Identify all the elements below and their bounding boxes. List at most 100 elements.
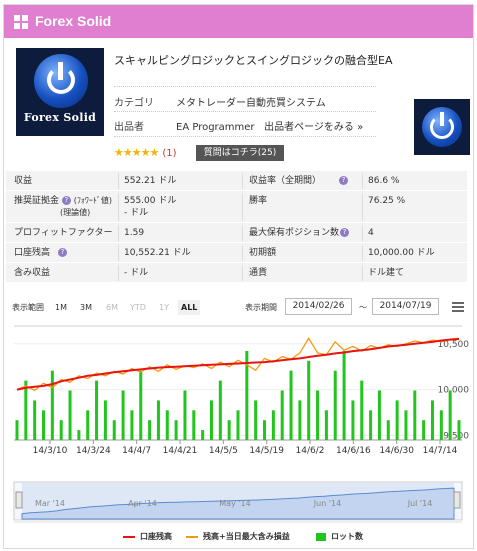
navigator-handle-right bbox=[453, 491, 461, 509]
product-thumbnail bbox=[414, 99, 470, 155]
help-icon[interactable]: ? bbox=[58, 248, 67, 257]
lot-bar bbox=[386, 420, 390, 440]
help-icon[interactable]: ? bbox=[61, 196, 71, 205]
x-tick-label: 14/3/10 bbox=[33, 446, 68, 456]
x-tick-label: 14/5/19 bbox=[249, 446, 284, 456]
lot-bar bbox=[103, 400, 107, 440]
x-tick-label: 14/6/2 bbox=[296, 446, 325, 456]
x-tick-label: 14/5/5 bbox=[209, 446, 238, 456]
y-tick-label: 10,500 bbox=[438, 340, 470, 350]
date-from-input[interactable]: 2014/02/26 bbox=[285, 298, 352, 315]
lot-bar bbox=[271, 410, 275, 440]
lot-bar bbox=[183, 390, 187, 440]
range-1m-button[interactable]: 1M bbox=[55, 303, 67, 312]
lot-bar bbox=[254, 400, 258, 440]
legend-item-balance-float[interactable]: 残高+当日最大含み損益 bbox=[186, 531, 290, 542]
lot-bar bbox=[130, 410, 134, 440]
header-title: Forex Solid bbox=[35, 13, 112, 29]
x-tick-label: 14/4/21 bbox=[163, 446, 198, 456]
help-icon[interactable]: ? bbox=[340, 228, 349, 237]
widget-frame: Forex Solid bbox=[3, 4, 474, 549]
navigator-tick-label: Mar '14 bbox=[35, 499, 65, 508]
navigator-handle-left bbox=[15, 491, 23, 509]
lot-bar bbox=[289, 370, 293, 440]
lot-bar bbox=[404, 410, 408, 440]
x-tick-label: 14/6/30 bbox=[379, 446, 414, 456]
help-icon[interactable]: ? bbox=[339, 176, 348, 185]
range-all-button[interactable]: ALL bbox=[178, 300, 201, 315]
lot-bar bbox=[77, 430, 81, 440]
stats-row: 含み収益 - ドル 通貨 ドル建て bbox=[6, 263, 467, 283]
navigator-series bbox=[21, 487, 455, 520]
navigator-tick-label: Jun '14 bbox=[313, 499, 341, 508]
navigator-tick-label: May '14 bbox=[219, 499, 250, 508]
lot-bar bbox=[139, 370, 143, 440]
lot-bar bbox=[333, 370, 337, 440]
widget-header: Forex Solid bbox=[4, 5, 473, 38]
lot-bar bbox=[68, 390, 72, 440]
lot-bar bbox=[422, 420, 426, 440]
x-tick-label: 14/3/24 bbox=[76, 446, 111, 456]
stats-row: 口座残高 ? 10,552.21 ドル 初期額 10,000.00 ドル bbox=[6, 243, 467, 263]
period-label: 表示期間 bbox=[245, 303, 277, 312]
lot-bar bbox=[156, 400, 160, 440]
lot-bar bbox=[439, 410, 443, 440]
range-3m-button[interactable]: 3M bbox=[80, 303, 92, 312]
question-button[interactable]: 質問はコチラ(25) bbox=[196, 145, 284, 161]
navigator-tick-label: Jul '14 bbox=[407, 499, 433, 508]
y-tick-label: 9,500 bbox=[443, 431, 469, 441]
lot-bar bbox=[236, 410, 240, 440]
lot-bar bbox=[15, 420, 19, 440]
lot-bar bbox=[457, 420, 461, 440]
navigator-scrollbar bbox=[14, 520, 462, 523]
legend-item-balance[interactable]: 口座残高 bbox=[123, 531, 172, 542]
chart-menu-icon[interactable] bbox=[452, 302, 464, 314]
lot-bar bbox=[342, 350, 346, 440]
lot-bar bbox=[298, 400, 302, 440]
lot-bar bbox=[86, 410, 90, 440]
lot-bar bbox=[413, 390, 417, 440]
lot-bar bbox=[112, 420, 116, 440]
range-1y-button[interactable]: 1Y bbox=[159, 303, 169, 312]
y-tick-label: 10,000 bbox=[438, 386, 470, 396]
lot-bar bbox=[395, 400, 399, 440]
review-count[interactable]: (1) bbox=[162, 148, 177, 159]
stats-row: 収益 552.21 ドル 収益率（全期間） ? 86.6 % bbox=[6, 171, 467, 191]
seller-name[interactable]: EA Programmer bbox=[176, 122, 255, 133]
seller-page-link[interactable]: 出品者ページをみる » bbox=[264, 122, 364, 133]
lot-bar bbox=[165, 410, 169, 440]
grid-icon bbox=[14, 15, 28, 29]
stats-table: 収益 552.21 ドル 収益率（全期間） ? 86.6 % 推奨証拠金 ? (… bbox=[6, 171, 467, 283]
lot-bar bbox=[121, 390, 125, 440]
date-to-input[interactable]: 2014/07/19 bbox=[372, 298, 439, 315]
category-link[interactable]: メタトレーダー自動売買システム bbox=[176, 98, 326, 109]
stats-row: 推奨証拠金 ? (ﾌｫﾜｰﾄﾞ値) (理論値) 555.00 ドル - ドル 勝… bbox=[6, 191, 467, 223]
stats-row: プロフィットファクター 1.59 最大保有ポジション数 ? 4 bbox=[6, 223, 467, 243]
lot-bar bbox=[95, 380, 99, 440]
lot-bar bbox=[148, 420, 152, 440]
lot-bar bbox=[201, 430, 205, 440]
lot-bar bbox=[245, 350, 249, 440]
lot-bar bbox=[218, 380, 222, 440]
power-icon bbox=[47, 66, 75, 94]
legend-item-lots[interactable]: ロット数 bbox=[316, 531, 363, 542]
range-6m-button[interactable]: 6M bbox=[106, 303, 118, 312]
balance-float-line bbox=[16, 337, 460, 392]
lot-bar bbox=[59, 420, 63, 440]
lot-bar bbox=[227, 420, 231, 440]
lot-bar bbox=[209, 400, 213, 440]
lot-bar bbox=[192, 410, 196, 440]
lot-bar bbox=[24, 380, 28, 440]
rating-stars: ★★★★★ (1) bbox=[114, 146, 177, 159]
lot-bar bbox=[316, 390, 320, 440]
range-ytd-button[interactable]: YTD bbox=[130, 303, 146, 312]
lot-bar bbox=[430, 400, 434, 440]
lot-bar bbox=[377, 390, 381, 440]
range-label: 表示範囲 bbox=[12, 303, 44, 312]
lot-bar bbox=[307, 360, 311, 440]
lot-bar bbox=[369, 410, 373, 440]
lot-bar bbox=[351, 400, 355, 440]
date-separator: ～ bbox=[359, 303, 367, 312]
product-title: スキャルピングロジックとスイングロジックの融合型EA bbox=[114, 54, 393, 67]
